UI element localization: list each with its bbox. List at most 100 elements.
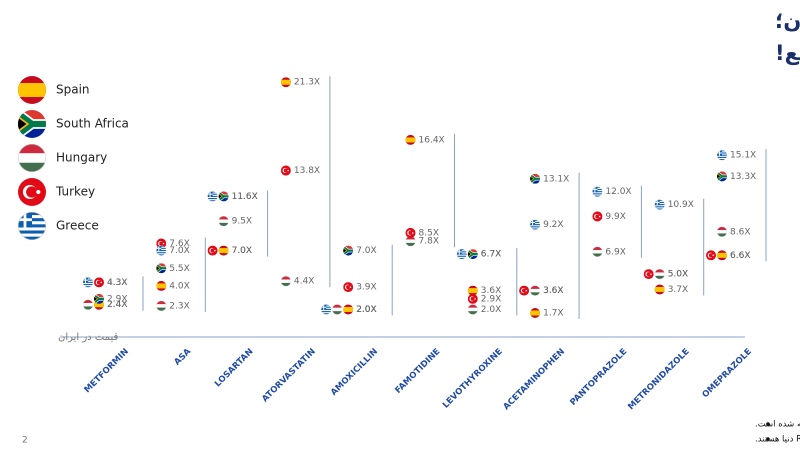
category-label: METRONIDAZOLE <box>626 347 691 412</box>
value-label: 4.3X <box>107 278 127 288</box>
flag-marker <box>208 191 218 201</box>
category-label: OMEPRAZOLE <box>701 347 754 400</box>
flag-marker <box>281 77 291 87</box>
category-label: ATORVASTATIN <box>260 347 318 405</box>
value-label: 6.7X <box>481 250 501 260</box>
flag-marker <box>592 247 602 257</box>
value-label: 6.6X <box>730 251 750 261</box>
flag-marker <box>343 304 353 314</box>
category-label: METFORMIN <box>83 347 131 395</box>
legend-flag <box>18 76 46 104</box>
flag-marker <box>468 249 478 259</box>
legend-flag <box>18 212 46 240</box>
flag-marker <box>457 249 467 259</box>
flag-marker <box>156 263 166 273</box>
value-label: 3.6X <box>543 286 563 296</box>
value-label: 7.6X <box>169 239 189 249</box>
flag-marker <box>156 246 166 256</box>
flag-marker <box>717 171 727 181</box>
category-label: FAMOTIDINE <box>393 347 442 396</box>
baseline-label: قیمت در ایران <box>58 332 118 343</box>
category-label: LOSARTAN <box>213 347 255 389</box>
value-label: 2.9X <box>107 294 127 304</box>
flag-marker <box>156 281 166 291</box>
value-label: 3.9X <box>356 283 376 293</box>
footnote: کشورهای مرجع دارای پایین ترین نرخ دارو د… <box>755 435 800 445</box>
value-label: 10.9X <box>668 200 694 210</box>
page-number: 2 <box>22 436 28 446</box>
flag-marker <box>655 269 665 279</box>
value-label: 21.3X <box>294 78 320 88</box>
flag-marker <box>332 304 342 314</box>
flag-marker <box>281 276 291 286</box>
value-label: 9.2X <box>543 220 563 230</box>
value-label: 8.5X <box>419 228 439 238</box>
flag-marker <box>468 304 478 314</box>
legend-flag <box>18 178 46 206</box>
flag-marker <box>94 294 104 304</box>
value-label: 5.0X <box>668 270 688 280</box>
flag-marker <box>94 277 104 288</box>
value-label: 13.3X <box>730 172 756 182</box>
flag-marker <box>343 246 353 256</box>
legend-label: South Africa <box>56 117 129 131</box>
value-label: 6.9X <box>605 247 625 257</box>
value-label: 9.9X <box>605 212 625 222</box>
title-line: پرمصرف ترین محصولات دارویی ایران؛ <box>775 9 800 33</box>
value-label: 13.8X <box>294 166 320 176</box>
value-label: 1.7X <box>543 308 563 318</box>
legend-flag <box>18 144 46 172</box>
value-label: 2.9X <box>481 294 501 304</box>
value-label: 3.6X <box>481 286 501 296</box>
flag-marker <box>717 227 727 237</box>
flag-marker <box>280 165 291 176</box>
flag-marker <box>530 286 540 296</box>
flag-marker <box>530 174 540 184</box>
value-label: 4.4X <box>294 277 314 287</box>
value-label: 2.0X <box>356 305 376 315</box>
flag-marker <box>706 250 716 261</box>
flag-marker <box>717 250 727 260</box>
flag-marker <box>405 227 416 238</box>
category-label: ASA <box>172 347 193 368</box>
flag-marker <box>519 285 530 296</box>
category-label: AMOXICILLIN <box>329 347 380 398</box>
value-label: 3.6X <box>543 286 563 296</box>
value-label: 8.6X <box>730 227 750 237</box>
value-label: 2.0X <box>356 305 376 315</box>
value-label: 13.1X <box>543 174 569 184</box>
value-label: 7.0X <box>356 246 376 256</box>
flag-marker <box>592 211 603 222</box>
flag-marker <box>156 301 166 311</box>
flag-marker <box>592 187 602 197</box>
value-label: 11.6X <box>232 192 258 202</box>
value-label: 11.6X <box>232 192 258 202</box>
category-label: ACETAMINOPHEN <box>502 347 567 412</box>
value-label: 2.4X <box>107 300 127 310</box>
flag-marker <box>406 135 416 145</box>
category-label: PANTOPRAZOLE <box>568 347 629 408</box>
value-label: 7.0X <box>232 246 252 256</box>
value-label: 6.7X <box>481 250 501 260</box>
flag-marker <box>83 277 93 287</box>
value-label: 2.0X <box>356 305 376 315</box>
footnote: نرخ ارز موثر دارو ۴۸ هزار تومان در نظر گ… <box>755 419 800 430</box>
value-label: 2.4X <box>107 300 127 310</box>
flag-marker <box>219 191 229 201</box>
value-label: 7.0X <box>232 246 252 256</box>
bullet <box>766 422 770 426</box>
value-label: 2.3X <box>169 301 189 311</box>
value-label: 5.0X <box>668 270 688 280</box>
value-label: 4.3X <box>107 278 127 288</box>
flag-marker <box>530 308 540 318</box>
flag-marker <box>321 304 331 314</box>
bullet <box>766 437 770 441</box>
value-label: 7.0X <box>169 246 189 256</box>
flag-marker <box>343 282 354 293</box>
value-label: 16.4X <box>419 135 445 145</box>
flag-marker <box>530 220 540 230</box>
value-label: 4.0X <box>169 281 189 291</box>
flag-marker <box>467 293 478 304</box>
legend-label: Spain <box>56 83 90 97</box>
